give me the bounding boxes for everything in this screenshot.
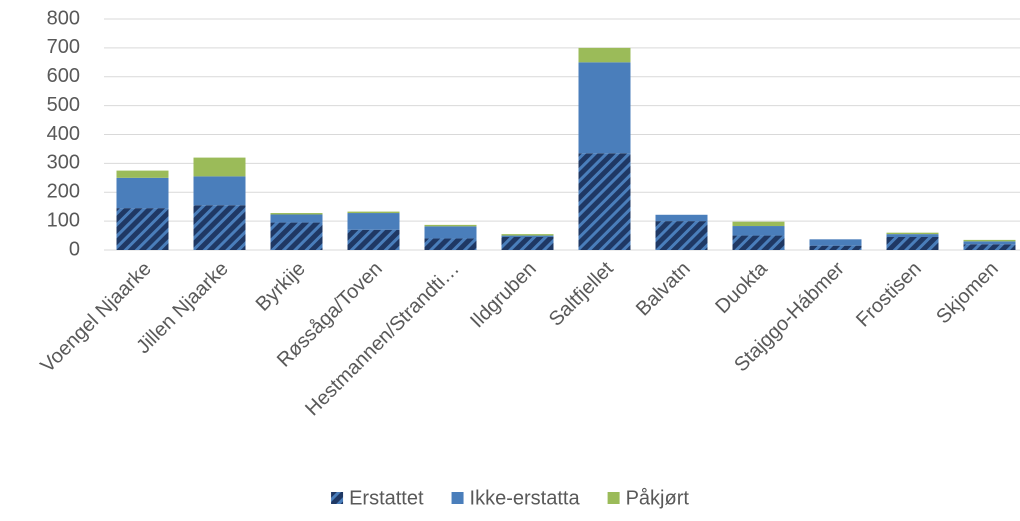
bar-segment bbox=[270, 222, 323, 250]
x-tick-label: Byrkije bbox=[252, 258, 310, 316]
bar-segment bbox=[732, 235, 785, 250]
bar-segment bbox=[963, 244, 1016, 250]
y-tick-label: 0 bbox=[69, 238, 80, 260]
bar-segment bbox=[886, 237, 939, 250]
legend-swatch bbox=[451, 492, 464, 504]
x-tick-label: Ildgruben bbox=[466, 258, 541, 333]
bar-segment bbox=[963, 239, 1016, 242]
x-tick-label: Balvatn bbox=[632, 258, 695, 321]
bar-segment bbox=[963, 241, 1016, 245]
bar-segment bbox=[270, 213, 323, 215]
bar-segment bbox=[270, 214, 323, 223]
legend-label: Ikke-erstatta bbox=[470, 487, 581, 509]
y-tick-label: 500 bbox=[47, 94, 80, 116]
bar-segment bbox=[116, 177, 169, 209]
x-tick-label: Saltfjellet bbox=[545, 257, 618, 330]
y-tick-label: 800 bbox=[47, 7, 80, 29]
bar-segment bbox=[193, 176, 246, 206]
bar-segment bbox=[347, 213, 400, 230]
bar-segment bbox=[193, 205, 246, 250]
bar-segment bbox=[886, 234, 939, 238]
bar-segment bbox=[424, 224, 477, 227]
bar-segment bbox=[116, 170, 169, 178]
bar-segment bbox=[501, 234, 554, 236]
x-tick-label: Hestmannen/Strandti… bbox=[301, 258, 464, 421]
bar-segment bbox=[193, 157, 246, 177]
legend-swatch bbox=[607, 492, 620, 504]
legend-swatch bbox=[331, 492, 344, 504]
bar-segment bbox=[424, 238, 477, 250]
bar-segment bbox=[809, 245, 862, 250]
y-tick-label: 400 bbox=[47, 123, 80, 145]
y-tick-label: 700 bbox=[47, 36, 80, 58]
bar-segment bbox=[655, 214, 708, 222]
legend: Erstattet Ikke-erstatta Påkjørt bbox=[331, 487, 689, 509]
bar-segment bbox=[116, 208, 169, 250]
y-tick-label: 100 bbox=[47, 209, 80, 231]
bar-segment bbox=[578, 47, 631, 63]
bar-segment bbox=[809, 239, 862, 246]
legend-label: Erstattet bbox=[349, 487, 424, 509]
bar-segment bbox=[578, 62, 631, 154]
bar-segment bbox=[732, 226, 785, 236]
bar-segment bbox=[501, 235, 554, 238]
x-tick-label: Frostisen bbox=[852, 258, 926, 332]
bar-segment bbox=[655, 221, 708, 250]
x-tick-label: Skjomen bbox=[932, 258, 1003, 329]
y-tick-label: 300 bbox=[47, 152, 80, 174]
bar-segment bbox=[347, 229, 400, 250]
bar-segment bbox=[578, 153, 631, 250]
bar-segment bbox=[886, 232, 939, 235]
bar-segment bbox=[732, 221, 785, 227]
y-tick-label: 200 bbox=[47, 181, 80, 203]
x-tick-label: Voengel Njaarke bbox=[36, 258, 155, 377]
bar-segment bbox=[347, 211, 400, 214]
x-tick-label: Duokta bbox=[711, 257, 772, 318]
bar-segment bbox=[424, 226, 477, 239]
legend-label: Påkjørt bbox=[626, 487, 690, 509]
bar-segment bbox=[501, 237, 554, 250]
y-tick-label: 600 bbox=[47, 65, 80, 87]
